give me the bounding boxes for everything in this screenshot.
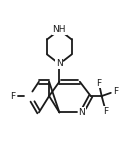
Text: F: F — [103, 107, 108, 116]
Text: F: F — [113, 87, 118, 96]
Text: N: N — [78, 108, 85, 117]
Text: F: F — [10, 92, 15, 101]
Text: F: F — [96, 79, 102, 88]
Text: N: N — [56, 59, 63, 68]
Text: NH: NH — [53, 25, 66, 34]
